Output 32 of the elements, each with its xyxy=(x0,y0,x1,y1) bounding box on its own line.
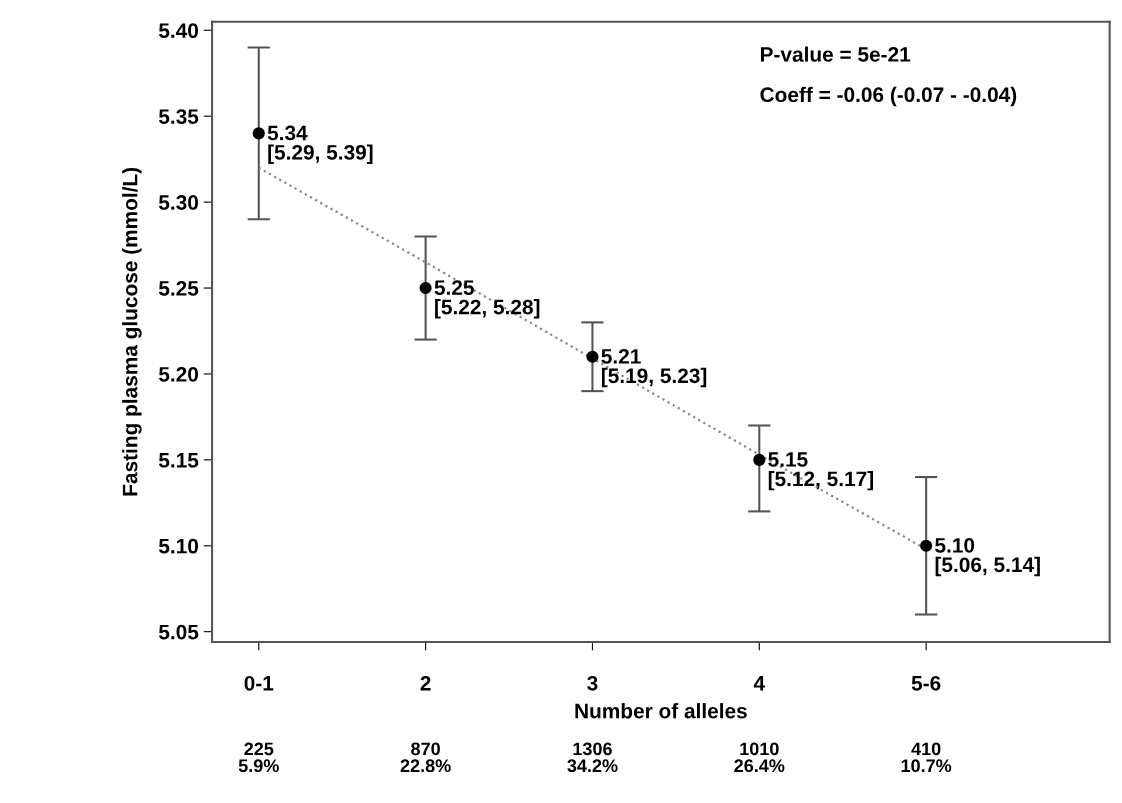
y-tick-label: 5.35 xyxy=(158,109,199,124)
text: 1010 26.4% xyxy=(734,742,785,773)
annotation: P-value = 5e-21 xyxy=(760,46,911,62)
y-tick-label: 5.05 xyxy=(158,624,199,640)
x-tick-label: 0-1 xyxy=(244,675,274,691)
annotation: Coeff = -0.06 (-0.07 - -0.04) xyxy=(760,86,1017,107)
y-tick-label: 5.40 xyxy=(158,23,199,39)
text: 1306 34.2% xyxy=(567,742,618,773)
x-tick-label: 4 xyxy=(753,676,765,691)
x-tick-label: 3 xyxy=(587,675,598,691)
y-tick-label: 5.10 xyxy=(158,538,199,554)
data-label: 5.10 [5.06, 5.14] xyxy=(935,537,1040,577)
text: 410 10.7% xyxy=(901,742,952,773)
point xyxy=(252,127,265,140)
point xyxy=(419,281,432,295)
x-tick-label: 5-6 xyxy=(911,675,941,691)
x-tick-label: 2 xyxy=(420,675,431,691)
text: 870 22.8% xyxy=(400,742,451,773)
point xyxy=(753,453,766,466)
y-axis-title: Fasting plasma glucose (mmol/L) xyxy=(122,167,142,496)
x-axis-title: Number of alleles xyxy=(575,703,747,719)
text: 225 5.9% xyxy=(238,742,279,773)
data-label: 5.25 [5.22, 5.28] xyxy=(434,280,540,319)
y-tick-label: 5.20 xyxy=(158,366,199,382)
y-tick-label: 5.25 xyxy=(158,281,199,296)
data-label: 5.15 [5.12, 5.17] xyxy=(768,452,873,491)
point xyxy=(586,350,599,363)
data-label: 5.21 [5.19, 5.23] xyxy=(601,348,707,388)
data-label: 5.34 [5.29, 5.39] xyxy=(267,125,373,164)
point xyxy=(920,539,933,552)
y-tick-label: 5.15 xyxy=(158,453,199,468)
y-tick-label: 5.30 xyxy=(158,195,199,210)
